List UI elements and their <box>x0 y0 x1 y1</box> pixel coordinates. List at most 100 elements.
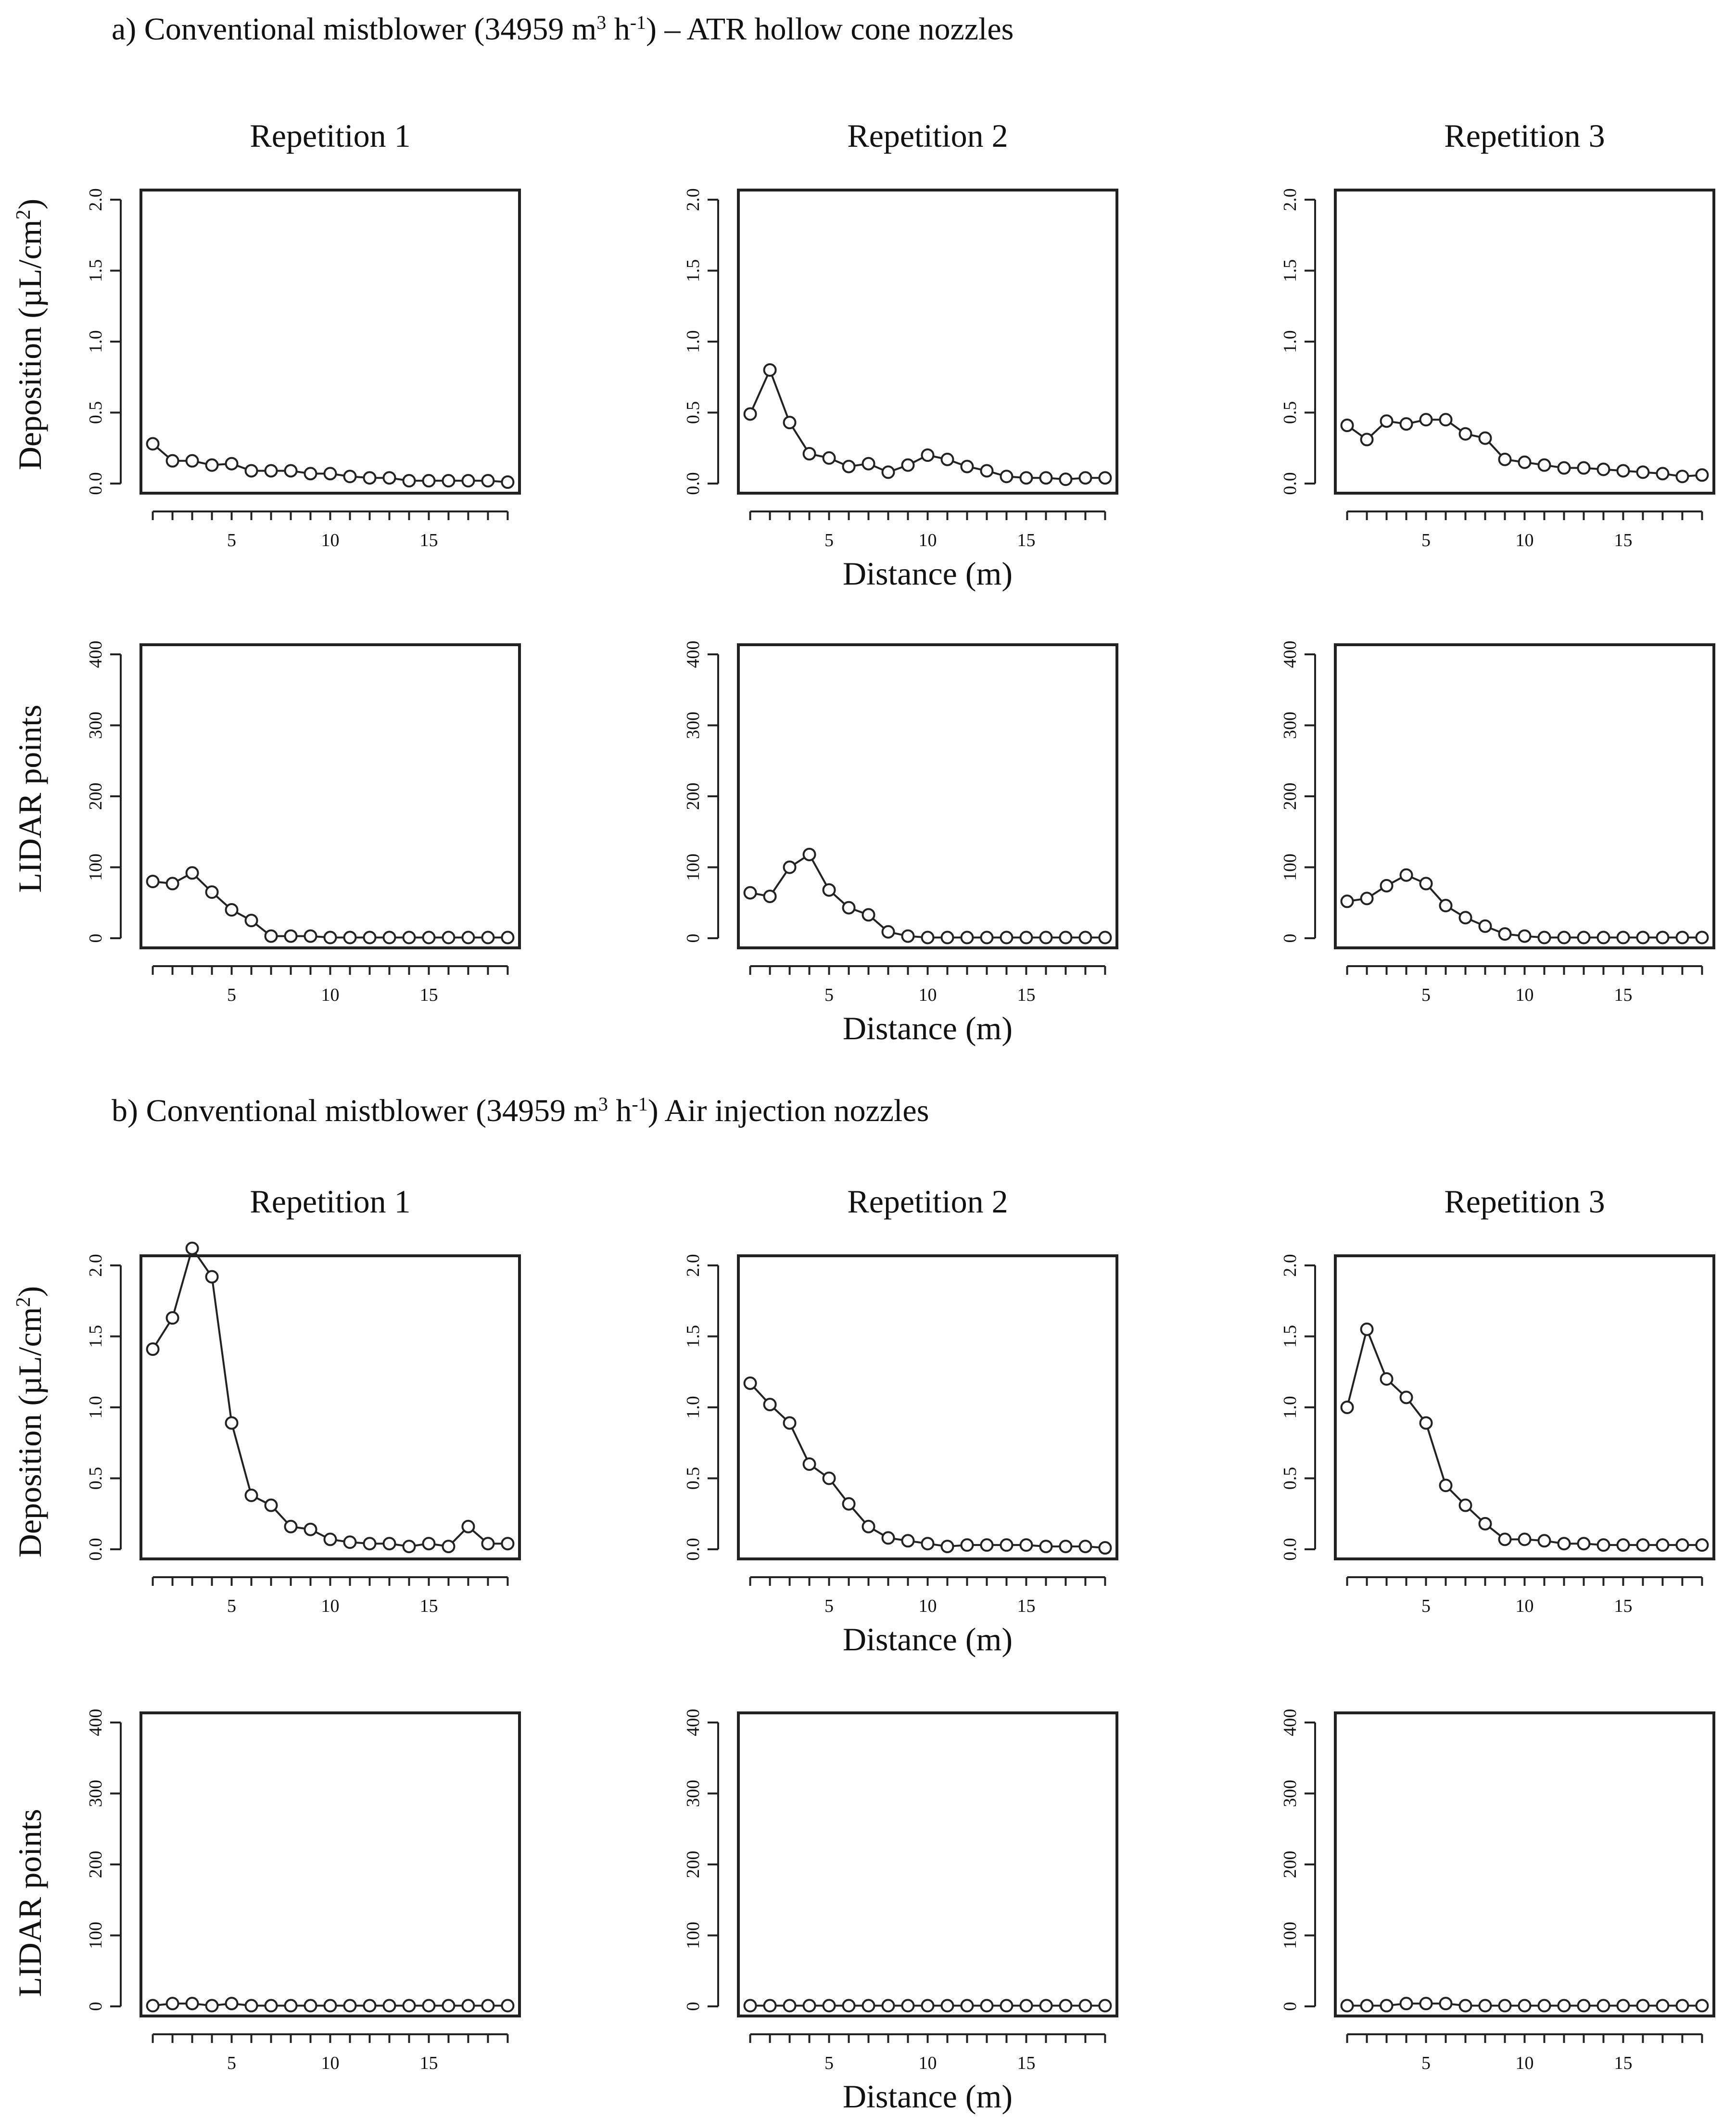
data-point <box>1656 467 1670 481</box>
data-point <box>1695 468 1709 482</box>
x-tick-label: 10 <box>919 2053 937 2073</box>
data-point <box>743 1999 757 2013</box>
y-tick-label: 200 <box>1280 1851 1300 1878</box>
data-point <box>1039 1999 1053 2013</box>
data-point <box>1577 1999 1591 2013</box>
data-point <box>763 1398 777 1412</box>
data-point <box>461 474 475 488</box>
panel-2: Repetition 2 0.0 0.5 1.0 1.5 2.0 5 10 15Distance… <box>683 117 1118 592</box>
data-point <box>901 1999 915 2013</box>
data-point <box>1039 931 1053 944</box>
data-point <box>343 1999 357 2013</box>
data-point <box>382 1537 396 1551</box>
data-point <box>862 457 875 471</box>
data-point <box>1399 417 1413 431</box>
x-tick-label: 5 <box>824 530 834 550</box>
data-point <box>1000 931 1014 944</box>
data-point <box>323 467 337 481</box>
data-point <box>363 1999 377 2013</box>
y-tick-label: 300 <box>1280 712 1300 739</box>
panel-title: Repetition 2 <box>847 1183 1008 1220</box>
data-point <box>881 925 895 939</box>
data-point <box>763 1999 777 2013</box>
panel-1: Repetition 1 0.0 0.5 1.0 1.5 2.0 5 10 15 <box>86 117 521 550</box>
series-line <box>750 853 1105 939</box>
data-point <box>842 1999 856 2013</box>
data-point <box>1557 931 1571 944</box>
data-point <box>1616 464 1630 478</box>
y-tick-label: 0.5 <box>1280 401 1300 424</box>
data-point <box>165 454 179 468</box>
data-point <box>402 931 416 944</box>
series-line <box>749 367 1105 481</box>
y-tick-label: 300 <box>1280 1780 1300 1807</box>
data-point <box>1340 1999 1354 2013</box>
data-point <box>264 929 278 943</box>
data-point <box>1675 470 1689 484</box>
y-tick-label: 200 <box>1280 783 1300 810</box>
data-point <box>1518 929 1532 943</box>
data-point <box>822 1999 836 2013</box>
panel-title: Repetition 2 <box>847 117 1008 154</box>
data-point <box>901 929 915 943</box>
data-point <box>1360 433 1374 447</box>
y-tick-label: 0 <box>683 934 703 943</box>
data-point <box>481 931 495 944</box>
x-axis-label: Distance (m) <box>843 1010 1013 1046</box>
data-point <box>1039 1540 1053 1554</box>
x-tick-label: 10 <box>919 985 937 1005</box>
data-point <box>921 1537 935 1551</box>
data-point <box>1019 1538 1033 1552</box>
data-point <box>1439 1997 1453 2011</box>
data-point <box>363 1537 377 1551</box>
data-point <box>1019 471 1033 485</box>
data-point <box>264 464 278 478</box>
data-point <box>146 875 160 888</box>
data-point <box>1636 1538 1650 1552</box>
y-tick-label: 0.0 <box>683 1538 703 1561</box>
y-tick-label: 200 <box>683 1851 703 1878</box>
y-tick-label: 0.0 <box>1280 472 1300 495</box>
x-tick-label: 5 <box>227 985 236 1005</box>
data-point <box>1059 931 1073 944</box>
data-point <box>881 465 895 479</box>
data-point <box>743 407 757 421</box>
data-point <box>980 1999 994 2013</box>
data-point <box>1039 471 1053 485</box>
panel-title: Repetition 3 <box>1444 117 1605 154</box>
y-tick-label: 1.5 <box>1280 259 1300 282</box>
data-point <box>323 1532 337 1546</box>
y-tick-label: 0 <box>86 934 106 943</box>
y-tick-label: 2.0 <box>86 188 106 211</box>
panel-10: 0 100 200 300 400 5 10 15 <box>86 1709 521 2073</box>
data-point <box>763 363 777 377</box>
series-line <box>152 871 508 939</box>
data-point <box>1380 1372 1394 1386</box>
y-tick-label: 200 <box>86 1851 106 1878</box>
x-tick-label: 10 <box>1516 1596 1534 1616</box>
data-point <box>783 1416 797 1430</box>
y-tick-label: 2.0 <box>1280 1254 1300 1277</box>
data-point <box>1078 471 1092 485</box>
y-tick-label: 0.0 <box>683 472 703 495</box>
data-point <box>960 1538 974 1552</box>
x-tick-label: 10 <box>1516 985 1534 1005</box>
plot-frame <box>139 1254 521 1560</box>
y-tick-label: 0.5 <box>86 401 106 424</box>
data-point <box>1439 899 1453 913</box>
y-tick-label: 0 <box>1280 934 1300 943</box>
data-point <box>1360 1322 1374 1336</box>
y-tick-label: 1.0 <box>683 330 703 353</box>
x-tick-label: 10 <box>321 985 340 1005</box>
x-tick-label: 10 <box>321 1596 340 1616</box>
data-point <box>363 471 377 485</box>
x-axis-label: Distance (m) <box>843 1621 1013 1658</box>
data-point <box>960 931 974 944</box>
lidar-ylabel-a: LIDAR points <box>12 705 48 893</box>
data-point <box>461 1519 475 1533</box>
data-point <box>1399 1391 1413 1404</box>
x-tick-label: 15 <box>1614 1596 1632 1616</box>
data-point <box>304 467 317 481</box>
data-point <box>1498 1532 1512 1546</box>
